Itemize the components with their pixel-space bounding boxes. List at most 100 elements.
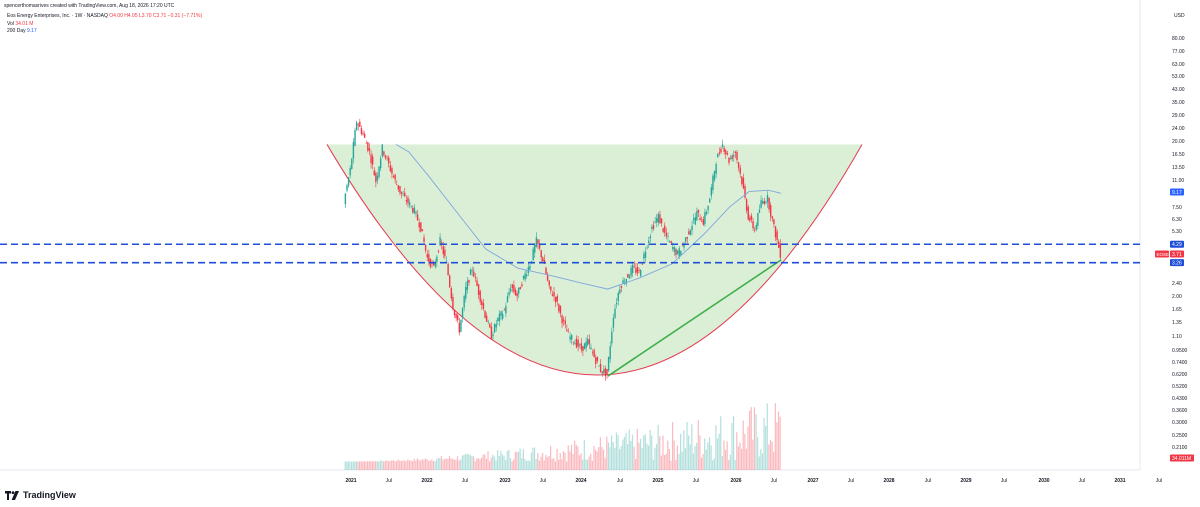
volume-bar: [683, 430, 685, 470]
time-axis-tick: 2031: [1114, 478, 1125, 484]
volume-bar: [611, 435, 613, 470]
tradingview-logo[interactable]: TradingView: [5, 490, 76, 500]
volume-bar: [444, 458, 446, 470]
candle-body: [485, 315, 488, 322]
candle-body: [579, 344, 581, 346]
candle-body: [436, 256, 438, 263]
volume-bar: [349, 461, 351, 470]
candle-body: [646, 247, 648, 249]
volume-bar: [514, 451, 516, 470]
price-marker-label: 3.71: [1172, 252, 1182, 258]
volume-bar: [537, 452, 539, 470]
volume-bar: [479, 459, 481, 470]
volume-bar: [346, 461, 348, 470]
volume-bar: [416, 458, 418, 470]
volume-bar: [371, 461, 374, 470]
ma-label[interactable]: 200 Day: [7, 28, 26, 34]
volume-bar: [466, 453, 468, 470]
time-axis-tick: Jul: [1079, 478, 1085, 484]
volume-bar: [582, 459, 584, 470]
ohlc-close: C3.71: [152, 13, 167, 19]
candle-body: [391, 168, 393, 174]
volume-bar: [403, 460, 406, 470]
volume-bar: [421, 459, 423, 470]
symbol-line[interactable]: Eos Energy Enterprises, Inc. · 1W · NASD…: [7, 13, 108, 19]
candle-body: [741, 176, 743, 184]
candle-body: [404, 192, 406, 197]
time-axis-tick: 2030: [1038, 478, 1049, 484]
volume-bar: [521, 458, 523, 470]
volume-bar: [525, 460, 528, 470]
candle-body: [667, 236, 669, 237]
candle-body: [713, 171, 716, 180]
volume-bar: [508, 449, 510, 470]
volume-bar: [721, 456, 723, 470]
volume-bar: [543, 460, 545, 470]
volume-bar: [680, 433, 682, 470]
candle-body: [495, 324, 497, 328]
candle-body: [349, 167, 351, 176]
time-axis-tick: Jul: [462, 478, 468, 484]
volume-bar: [376, 461, 378, 470]
candle-body: [447, 264, 449, 276]
candle-body: [473, 271, 475, 277]
volume-bar: [455, 459, 457, 470]
candle-body: [604, 368, 607, 377]
time-axis-tick: 2023: [499, 478, 510, 484]
candle-body: [753, 229, 756, 231]
volume-bar: [566, 461, 568, 470]
volume-bar: [753, 407, 756, 470]
volume-bar: [368, 461, 370, 470]
volume-bar: [590, 453, 592, 470]
candle-body: [514, 289, 517, 296]
volume-bar: [429, 460, 431, 470]
candle-body: [587, 338, 589, 345]
volume-bar: [583, 439, 585, 470]
volume-bar: [739, 442, 741, 470]
volume-label[interactable]: Vol: [7, 20, 14, 27]
volume-bar: [551, 458, 553, 470]
volume-bar: [545, 454, 547, 470]
volume-bar: [601, 446, 603, 470]
volume-bar: [453, 459, 455, 470]
price-axis-tick: 2.40: [1172, 281, 1182, 287]
volume-bar: [553, 458, 555, 470]
volume-bar: [476, 458, 478, 470]
time-axis-tick: Jul: [1001, 478, 1007, 484]
candle-body: [582, 346, 584, 352]
candle-body: [737, 162, 740, 168]
volume-bar: [649, 429, 651, 470]
volume-bar: [437, 457, 439, 470]
candle-body: [744, 186, 746, 198]
volume-bar: [548, 456, 550, 470]
candle-body: [365, 142, 367, 144]
candle-body: [779, 243, 782, 258]
time-axis-tick: 2029: [960, 478, 971, 484]
volume-bar: [522, 449, 524, 470]
candle-body: [726, 153, 729, 155]
candle-body: [453, 309, 456, 315]
candle-body: [518, 287, 520, 294]
candle-body: [386, 158, 388, 159]
candle-body: [588, 339, 591, 344]
volume-bar: [415, 460, 417, 470]
volume-bar: [599, 437, 601, 470]
volume-bar: [734, 459, 736, 470]
candle-body: [362, 133, 364, 135]
candle-body: [699, 218, 701, 221]
volume-bar: [362, 461, 364, 470]
candle-body: [768, 198, 770, 210]
candle-body: [697, 209, 700, 213]
volume-bar: [691, 424, 693, 470]
volume-bar: [707, 442, 709, 470]
cup-pattern-curve: [326, 144, 863, 376]
candle-body: [352, 141, 355, 159]
time-axis-tick: Jul: [848, 478, 854, 484]
volume-bar: [702, 453, 704, 470]
candle-body: [388, 157, 390, 164]
candle-body: [750, 215, 753, 220]
volume-bar: [407, 459, 409, 470]
volume-bar: [598, 447, 600, 470]
ma-value: 9.17: [27, 28, 37, 34]
